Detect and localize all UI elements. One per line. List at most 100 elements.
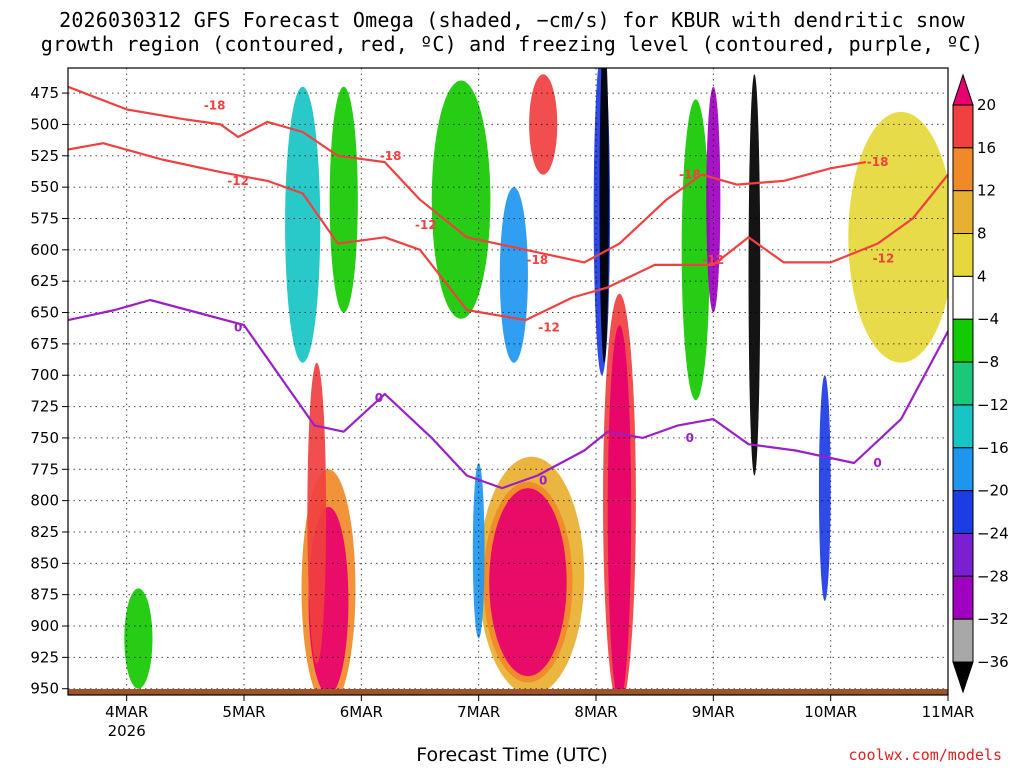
omega-region-5: [489, 488, 567, 677]
y-tick-label-8: 675: [30, 335, 59, 353]
y-tick-label-13: 800: [30, 492, 59, 510]
colorbar-label-4: 4: [977, 267, 987, 285]
y-tick-label-15: 850: [30, 554, 59, 572]
omega-region-21: [472, 463, 485, 639]
contour-label-6: -12: [415, 218, 437, 232]
y-tick-label-1: 500: [30, 115, 59, 133]
colorbar-box-8: [952, 404, 974, 449]
contour-label-12: 0: [539, 474, 547, 488]
contour-label-7: -12: [538, 321, 560, 335]
colorbar-box-9: [952, 447, 974, 492]
contour-label-11: 0: [375, 391, 383, 405]
colorbar-label-0: 20: [977, 96, 996, 114]
colorbar-bottom-arrow: [952, 661, 974, 694]
omega-region-12: [529, 74, 558, 175]
y-tick-label-3: 550: [30, 178, 59, 196]
colorbar-label-5: −4: [977, 310, 999, 328]
colorbar-box-5: [952, 275, 974, 320]
y-tick-label-7: 650: [30, 304, 59, 322]
y-tick-label-10: 725: [30, 398, 59, 416]
colorbar-label-6: −8: [977, 353, 999, 371]
omega-region-19: [848, 111, 948, 363]
title-line-2: growth region (contoured, red, ºC) and f…: [40, 32, 984, 56]
terrain-strip: [68, 689, 948, 695]
x-tick-label-1: 5MAR: [222, 703, 265, 721]
contour-label-8: -12: [702, 253, 724, 267]
contour-label-10: 0: [234, 321, 242, 335]
contour-line-minus12-1: [68, 142, 948, 322]
y-tick-label-18: 925: [30, 648, 59, 666]
y-tick-label-17: 900: [30, 617, 59, 635]
contour-label-3: -18: [679, 168, 701, 182]
x-tick-label-5: 9MAR: [692, 703, 735, 721]
contour-line-minus18-0: [68, 85, 867, 264]
x-tick-sublabel-0: 2026: [108, 722, 146, 740]
omega-region-17: [748, 74, 761, 476]
contour-label-5: -12: [227, 174, 249, 188]
omega-region-2: [307, 362, 327, 664]
colorbar-label-7: −12: [977, 396, 1009, 414]
x-tick-label-7: 11MAR: [922, 703, 975, 721]
x-tick-label-3: 7MAR: [457, 703, 500, 721]
colorbar-box-13: [952, 618, 974, 663]
colorbar-box-7: [952, 361, 974, 406]
title-line-1: 2026030312 GFS Forecast Omega (shaded, −…: [59, 8, 965, 32]
contour-label-4: -18: [867, 155, 889, 169]
x-tick-label-2: 6MAR: [340, 703, 383, 721]
y-tick-label-19: 950: [30, 680, 59, 698]
y-tick-label-14: 825: [30, 523, 59, 541]
y-tick-label-16: 875: [30, 586, 59, 604]
chart-title: 2026030312 GFS Forecast Omega (shaded, −…: [0, 8, 1024, 56]
omega-region-10: [431, 80, 491, 319]
x-tick-label-6: 10MAR: [804, 703, 857, 721]
y-tick-label-2: 525: [30, 147, 59, 165]
plot-clip-group: -18 -18 -18 -18 -18 -12 -12 -12 -12 -12 0 0 0 0 0: [68, 68, 948, 695]
colorbar-box-2: [952, 147, 974, 192]
x-axis-label: Forecast Time (UTC): [416, 744, 608, 766]
colorbar: 20 16 12 8 4 −4 −8 −12 −16 −20 −24 −28 −32 −36: [952, 73, 1009, 694]
colorbar-box-11: [952, 532, 974, 577]
colorbar-label-12: −32: [977, 610, 1009, 628]
contour-label-2: -18: [526, 253, 548, 267]
colorbar-label-13: −36: [977, 653, 1009, 671]
y-tick-label-12: 775: [30, 460, 59, 478]
y-tick-label-6: 625: [30, 272, 59, 290]
contour-line-0-2: [68, 298, 948, 490]
colorbar-box-10: [952, 490, 974, 534]
omega-region-14: [599, 68, 609, 363]
colorbar-box-3: [952, 190, 974, 235]
y-tick-label-11: 750: [30, 429, 59, 447]
omega-region-7: [607, 325, 632, 695]
omega-region-18: [818, 375, 831, 601]
colorbar-box-1: [952, 104, 974, 149]
colorbar-label-9: −20: [977, 482, 1009, 500]
y-tick-label-9: 700: [30, 366, 59, 384]
colorbar-label-1: 16: [977, 139, 996, 157]
colorbar-box-4: [952, 233, 974, 277]
colorbar-label-3: 8: [977, 225, 987, 243]
y-tick-label-0: 475: [30, 84, 59, 102]
colorbar-box-12: [952, 575, 974, 620]
credit-text: coolwx.com/models: [848, 746, 1002, 764]
colorbar-label-2: 12: [977, 182, 996, 200]
contour-label-0: -18: [204, 99, 226, 113]
colorbar-box-6: [952, 318, 974, 363]
y-tick-label-4: 575: [30, 209, 59, 227]
x-tick-label-4: 8MAR: [574, 703, 617, 721]
y-tick-label-5: 600: [30, 241, 59, 259]
plot-frame: [67, 67, 949, 696]
x-tick-label-0: 4MAR: [105, 703, 148, 721]
colorbar-label-10: −24: [977, 524, 1009, 542]
colorbar-label-8: −16: [977, 439, 1009, 457]
colorbar-top-arrow: [952, 73, 974, 106]
omega-region-9: [329, 86, 358, 313]
contour-label-14: 0: [873, 456, 881, 470]
contour-label-9: -12: [873, 252, 895, 266]
omega-region-20: [124, 588, 153, 689]
colorbar-label-11: −28: [977, 567, 1009, 585]
plot-area: -18 -18 -18 -18 -18 -12 -12 -12 -12 -12 0 0 0 0 0 475 50…: [30, 67, 975, 740]
contour-label-1: -18: [380, 149, 402, 163]
contour-label-13: 0: [686, 431, 694, 445]
omega-region-16: [706, 86, 721, 313]
omega-region-11: [499, 187, 528, 363]
